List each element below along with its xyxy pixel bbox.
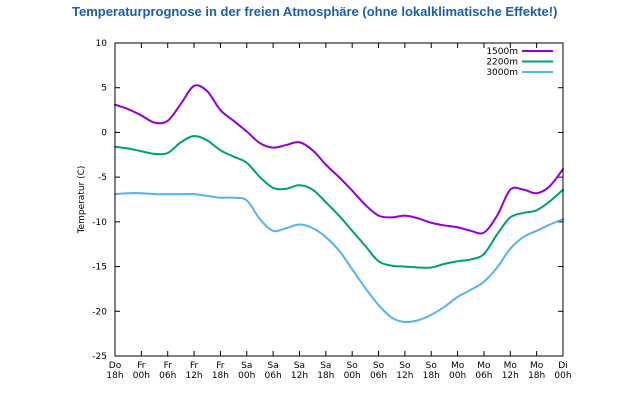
x-tick-label-day: Mo <box>504 361 518 371</box>
x-tick-label-hour: 00h <box>238 371 255 381</box>
x-tick-label-day: Di <box>558 361 567 371</box>
x-tick-label-hour: 18h <box>528 371 545 381</box>
x-tick-label-day: So <box>399 361 411 371</box>
x-tick-label-hour: 00h <box>133 371 150 381</box>
x-tick-label-hour: 12h <box>396 371 413 381</box>
y-tick-label: 10 <box>96 39 108 49</box>
x-tick-label-hour: 12h <box>502 371 519 381</box>
x-tick-label-day: Fr <box>216 361 225 371</box>
x-tick-label-day: So <box>373 361 385 371</box>
x-tick-label-hour: 18h <box>423 371 440 381</box>
x-tick-label-day: Mo <box>451 361 465 371</box>
x-tick-label-hour: 06h <box>370 371 387 381</box>
legend-label-2200m: 2200m <box>486 58 518 68</box>
series-line-2200m <box>114 135 564 269</box>
x-tick-label-hour: 12h <box>185 371 202 381</box>
x-tick-label-day: Mo <box>530 361 544 371</box>
x-tick-label-day: So <box>347 361 359 371</box>
y-tick-label: 5 <box>101 84 107 94</box>
y-tick-label: 0 <box>101 128 107 138</box>
plot-frame <box>114 42 564 357</box>
x-axis: Do18hFr00hFr06hFr12hFr18hSa00hSa06hSa12h… <box>106 43 572 381</box>
series-line-3000m <box>114 192 564 324</box>
x-tick-label-day: Sa <box>320 361 331 371</box>
chart-title: Temperaturprognose in der freien Atmosph… <box>72 4 558 19</box>
y-axis: 10 5 0 -5 -10 -15 -20 -25 <box>92 39 563 362</box>
x-tick-label-day: Sa <box>241 361 252 371</box>
x-tick-label-day: So <box>426 361 438 371</box>
y-tick-label: -25 <box>92 352 107 362</box>
series-line-1500m <box>114 84 564 235</box>
x-tick-label-day: Fr <box>137 361 146 371</box>
legend-label-3000m: 3000m <box>486 68 518 78</box>
x-tick-label-hour: 18h <box>317 371 334 381</box>
y-axis-label: Temperatur (C) <box>77 166 87 235</box>
x-tick-label-day: Mo <box>477 361 491 371</box>
y-tick-label: -20 <box>92 307 107 317</box>
x-tick-label-hour: 06h <box>265 371 282 381</box>
x-tick-label-hour: 18h <box>212 371 229 381</box>
x-tick-label-hour: 06h <box>475 371 492 381</box>
x-tick-label-day: Sa <box>268 361 279 371</box>
x-tick-label-day: Fr <box>164 361 173 371</box>
x-tick-label-hour: 00h <box>344 371 361 381</box>
x-tick-label-hour: 18h <box>106 371 123 381</box>
y-tick-label: -10 <box>92 218 107 228</box>
y-tick-label: -15 <box>92 263 107 273</box>
y-tick-label: -5 <box>98 173 107 183</box>
x-tick-label-hour: 00h <box>449 371 466 381</box>
x-tick-label-day: Sa <box>294 361 305 371</box>
series-layer <box>114 84 564 324</box>
x-tick-label-hour: 12h <box>291 371 308 381</box>
legend-label-1500m: 1500m <box>486 47 518 57</box>
x-tick-label-day: Fr <box>190 361 199 371</box>
x-tick-label-hour: 06h <box>159 371 176 381</box>
x-tick-label-hour: 00h <box>554 371 571 381</box>
x-tick-label-day: Do <box>109 361 122 371</box>
